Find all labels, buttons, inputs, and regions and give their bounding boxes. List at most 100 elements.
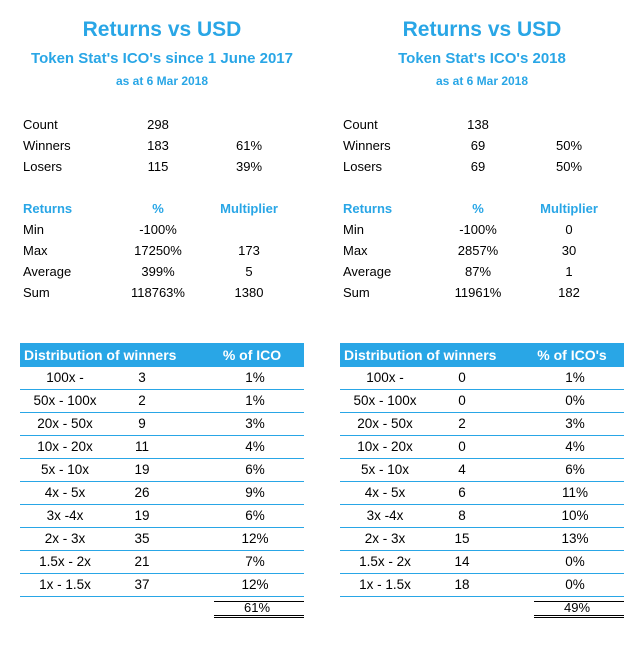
dist-pct: 11% bbox=[561, 485, 589, 500]
panel-date: as at 6 Mar 2018 bbox=[435, 74, 529, 88]
dist-count: 15 bbox=[454, 531, 470, 546]
returns-label: Sum bbox=[23, 285, 50, 300]
panel-subtitle: Token Stat's ICO's since 1 June 2017 bbox=[31, 50, 293, 67]
returns-mult: 30 bbox=[561, 243, 577, 258]
table-row: 4x - 5x 26 9% bbox=[20, 482, 304, 505]
dist-count: 4 bbox=[458, 462, 466, 477]
dist-count: 19 bbox=[134, 462, 150, 477]
dist-pct: 6% bbox=[565, 462, 585, 477]
returns-label: Sum bbox=[343, 285, 370, 300]
dist-count: 2 bbox=[458, 416, 466, 431]
dist-count: 37 bbox=[134, 577, 150, 592]
dist-count: 18 bbox=[454, 577, 470, 592]
stat-value: 115 bbox=[147, 159, 169, 174]
dist-count: 0 bbox=[458, 370, 466, 385]
stat-label: Winners bbox=[343, 138, 391, 153]
returns-pct: 87% bbox=[464, 264, 492, 279]
stat-row-winners: Winners 183 61% bbox=[12, 135, 312, 156]
panel-title: Returns vs USD bbox=[82, 18, 242, 41]
table-row: 50x - 100x 0 0% bbox=[340, 390, 624, 413]
stat-label: Losers bbox=[23, 159, 63, 174]
total-rule bbox=[214, 601, 304, 602]
distribution-header-label: Distribution of winners bbox=[24, 347, 177, 363]
returns-row-sum: Sum 11961% 182 bbox=[332, 282, 632, 303]
dist-range: 10x - 20x bbox=[357, 439, 413, 454]
dist-range: 5x - 10x bbox=[360, 462, 410, 477]
stat-pct: 39% bbox=[235, 159, 263, 174]
stat-value: 183 bbox=[147, 138, 169, 153]
distribution-table: Distribution of winners % of ICO's 100x … bbox=[340, 343, 624, 619]
dist-range: 50x - 100x bbox=[33, 393, 97, 408]
dist-range: 3x -4x bbox=[366, 508, 404, 523]
returns-header-label: Returns bbox=[343, 201, 393, 216]
stat-row-count: Count 138 bbox=[332, 114, 632, 135]
returns-label: Min bbox=[343, 222, 364, 237]
dist-range: 1.5x - 2x bbox=[39, 554, 91, 569]
distribution-total: 61% bbox=[20, 597, 304, 619]
returns-header-pct: % bbox=[152, 201, 164, 216]
dist-pct: 0% bbox=[565, 577, 585, 592]
dist-count: 21 bbox=[134, 554, 150, 569]
total-value: 61% bbox=[243, 600, 271, 615]
stat-row-winners: Winners 69 50% bbox=[332, 135, 632, 156]
dist-pct: 10% bbox=[561, 508, 589, 523]
returns-row-average: Average 87% 1 bbox=[332, 261, 632, 282]
dist-range: 20x - 50x bbox=[37, 416, 93, 431]
stat-label: Count bbox=[343, 117, 378, 132]
table-row: 4x - 5x 6 11% bbox=[340, 482, 624, 505]
stat-value: 298 bbox=[147, 117, 169, 132]
returns-mult: 173 bbox=[238, 243, 260, 258]
dist-range: 100x - bbox=[46, 370, 84, 385]
returns-pct: 2857% bbox=[457, 243, 499, 258]
stat-pct: 50% bbox=[555, 159, 583, 174]
left-panel: Returns vs USD Token Stat's ICO's since … bbox=[12, 0, 312, 653]
stat-label: Losers bbox=[343, 159, 383, 174]
returns-mult: 0 bbox=[565, 222, 573, 237]
returns-row-sum: Sum 118763% 1380 bbox=[12, 282, 312, 303]
panel-date: as at 6 Mar 2018 bbox=[115, 74, 209, 88]
returns-mult: 1 bbox=[565, 264, 573, 279]
dist-pct: 6% bbox=[245, 508, 265, 523]
table-row: 2x - 3x 15 13% bbox=[340, 528, 624, 551]
stat-label: Count bbox=[23, 117, 58, 132]
table-row: 100x - 0 1% bbox=[340, 367, 624, 390]
returns-label: Average bbox=[343, 264, 392, 279]
distribution-table: Distribution of winners % of ICO 100x - 3… bbox=[20, 343, 304, 619]
total-double-rule-lower bbox=[534, 617, 624, 618]
dist-count: 35 bbox=[134, 531, 150, 546]
returns-row-min: Min -100% bbox=[12, 219, 312, 240]
panel-title: Returns vs USD bbox=[402, 18, 562, 41]
table-row: 10x - 20x 11 4% bbox=[20, 436, 304, 459]
dist-range: 100x - bbox=[366, 370, 404, 385]
table-row: 3x -4x 19 6% bbox=[20, 505, 304, 528]
dist-range: 2x - 3x bbox=[44, 531, 86, 546]
distribution-total: 49% bbox=[340, 597, 624, 619]
total-double-rule-upper bbox=[214, 615, 304, 616]
total-value: 49% bbox=[563, 600, 591, 615]
returns-label: Min bbox=[23, 222, 44, 237]
returns-header-mult: Multiplier bbox=[220, 201, 278, 216]
returns-header: Returns % Multiplier bbox=[12, 198, 312, 219]
returns-header-label: Returns bbox=[23, 201, 73, 216]
distribution-header: Distribution of winners % of ICO's bbox=[340, 343, 624, 367]
total-double-rule-lower bbox=[214, 617, 304, 618]
table-row: 20x - 50x 2 3% bbox=[340, 413, 624, 436]
dist-pct: 7% bbox=[245, 554, 265, 569]
returns-pct: -100% bbox=[459, 222, 497, 237]
dist-range: 4x - 5x bbox=[364, 485, 406, 500]
distribution-header-pct: % of ICO bbox=[222, 347, 282, 363]
returns-row-max: Max 17250% 173 bbox=[12, 240, 312, 261]
dist-range: 50x - 100x bbox=[353, 393, 417, 408]
dist-pct: 4% bbox=[565, 439, 585, 454]
dist-count: 2 bbox=[138, 393, 146, 408]
returns-mult: 1380 bbox=[234, 285, 264, 300]
returns-label: Average bbox=[23, 264, 72, 279]
table-row: 50x - 100x 2 1% bbox=[20, 390, 304, 413]
dist-range: 1x - 1.5x bbox=[359, 577, 411, 592]
dist-count: 11 bbox=[134, 439, 149, 454]
dist-range: 2x - 3x bbox=[364, 531, 406, 546]
distribution-header-pct: % of ICO's bbox=[537, 347, 607, 363]
dist-pct: 3% bbox=[245, 416, 265, 431]
dist-count: 19 bbox=[134, 508, 150, 523]
returns-header-pct: % bbox=[472, 201, 484, 216]
